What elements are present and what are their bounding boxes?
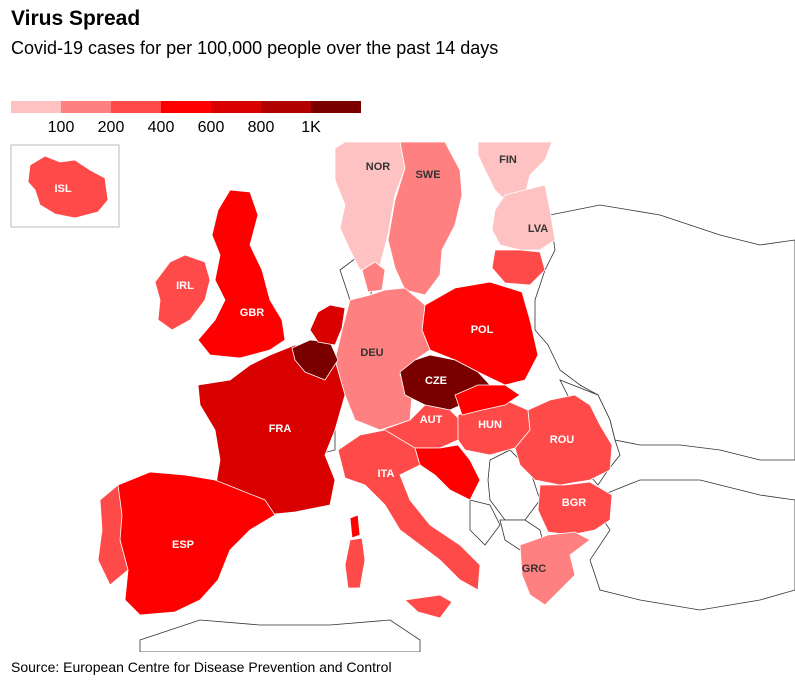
country-labels: ISL NOR SWE FIN LVA IRL GBR POL DEU CZE FRA AUT HUN R… bbox=[54, 154, 586, 575]
country-label: FIN bbox=[499, 154, 517, 166]
country-label: AUT bbox=[420, 414, 443, 426]
country-label: FRA bbox=[269, 423, 292, 435]
color-legend: 100 200 400 600 800 1K bbox=[11, 101, 361, 141]
country-shape bbox=[197, 344, 346, 516]
country-label: POL bbox=[471, 324, 494, 336]
legend-swatch bbox=[61, 101, 111, 113]
country-label: IRL bbox=[176, 280, 194, 292]
country-shape bbox=[117, 471, 276, 616]
country-shape bbox=[519, 531, 591, 606]
country-shapes bbox=[27, 141, 613, 619]
chart-subtitle: Covid-19 cases for per 100,000 people ov… bbox=[11, 38, 499, 58]
legend-swatches bbox=[11, 101, 361, 113]
legend-swatch bbox=[161, 101, 211, 113]
country-shape bbox=[491, 249, 546, 286]
source-note: Source: European Centre for Disease Prev… bbox=[11, 659, 392, 675]
country-label: NOR bbox=[366, 161, 391, 173]
country-shape bbox=[154, 254, 211, 331]
legend-swatch bbox=[311, 101, 361, 113]
legend-swatch bbox=[111, 101, 161, 113]
chart-title: Virus Spread bbox=[11, 7, 141, 30]
country-shape bbox=[414, 444, 481, 501]
country-shape bbox=[404, 594, 453, 619]
country-label: LVA bbox=[528, 223, 548, 235]
country-label: HUN bbox=[478, 419, 502, 431]
country-shape bbox=[291, 339, 339, 381]
country-label: ITA bbox=[378, 468, 395, 480]
country-shape bbox=[97, 484, 129, 586]
legend-label: 200 bbox=[97, 119, 125, 136]
legend-label: 800 bbox=[247, 119, 275, 136]
country-shape bbox=[387, 141, 463, 296]
country-shape bbox=[349, 514, 361, 539]
legend-label: 100 bbox=[47, 119, 75, 136]
country-shape bbox=[344, 537, 366, 589]
legend-swatch bbox=[211, 101, 261, 113]
country-label: ISL bbox=[54, 183, 71, 195]
country-shape bbox=[454, 384, 521, 416]
country-shape bbox=[309, 304, 346, 346]
country-shape bbox=[197, 189, 286, 359]
legend-swatch bbox=[261, 101, 311, 113]
country-shape bbox=[491, 184, 556, 251]
country-shape bbox=[27, 155, 109, 219]
country-label: BGR bbox=[562, 497, 587, 509]
legend-label: 400 bbox=[147, 119, 175, 136]
legend-label: 1K bbox=[301, 119, 321, 136]
country-label: DEU bbox=[360, 347, 383, 359]
legend-label: 600 bbox=[197, 119, 225, 136]
country-label: GBR bbox=[240, 307, 265, 319]
iceland-inset-frame bbox=[10, 144, 120, 228]
country-label: CZE bbox=[425, 375, 447, 387]
europe-map: ISL NOR SWE FIN LVA IRL GBR POL DEU CZE FRA AUT HUN R… bbox=[10, 141, 795, 652]
country-shape bbox=[334, 287, 431, 431]
country-shape bbox=[537, 481, 613, 536]
country-label: ROU bbox=[550, 434, 575, 446]
country-shape bbox=[514, 394, 613, 486]
country-shape bbox=[361, 261, 386, 293]
country-label: SWE bbox=[415, 169, 440, 181]
legend-swatch bbox=[11, 101, 61, 113]
country-label: GRC bbox=[522, 563, 547, 575]
country-label: ESP bbox=[172, 539, 194, 551]
